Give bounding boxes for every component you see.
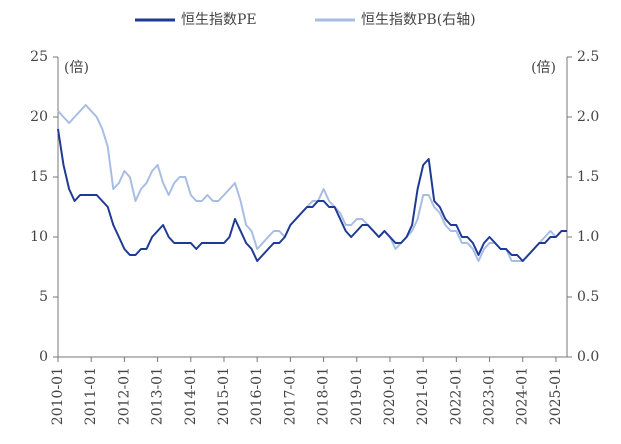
- y2-tick-label: 0.0: [577, 349, 599, 365]
- y2-tick-label: 1.0: [577, 229, 599, 245]
- x-tick-label: 2015-01: [216, 367, 232, 425]
- x-tick-label: 2012-01: [116, 367, 132, 425]
- x-tick-label: 2016-01: [249, 367, 265, 425]
- x-tick-label: 2014-01: [183, 367, 199, 425]
- y-tick-label: 25: [30, 49, 48, 65]
- legend-label: 恒生指数PB(右轴): [361, 12, 476, 28]
- y-tick-label: 0: [39, 349, 48, 365]
- left-unit: (倍): [64, 60, 89, 76]
- x-tick-label: 2017-01: [282, 367, 298, 425]
- y2-tick-label: 0.5: [577, 289, 599, 305]
- x-tick-label: 2019-01: [349, 367, 365, 425]
- x-tick-label: 2013-01: [150, 367, 166, 425]
- x-tick-label: 2023-01: [482, 367, 498, 425]
- x-tick-label: 2022-01: [448, 367, 464, 425]
- y2-tick-label: 1.5: [577, 169, 599, 185]
- series-line: [57, 128, 567, 262]
- y-tick-label: 20: [30, 109, 48, 125]
- series-line: [57, 104, 567, 262]
- y2-tick-label: 2.0: [577, 109, 599, 125]
- x-tick-label: 2021-01: [415, 367, 431, 425]
- legend-label: 恒生指数PE: [181, 12, 257, 28]
- x-tick-label: 2025-01: [548, 367, 564, 425]
- x-tick-label: 2018-01: [316, 367, 332, 425]
- x-tick-label: 2024-01: [515, 367, 531, 425]
- x-tick-label: 2010-01: [50, 367, 66, 425]
- y-tick-label: 15: [30, 169, 48, 185]
- y-tick-label: 10: [30, 229, 48, 245]
- x-tick-label: 2011-01: [83, 367, 99, 425]
- right-unit: (倍): [531, 60, 556, 76]
- x-tick-label: 2020-01: [382, 367, 398, 425]
- y2-tick-label: 2.5: [577, 49, 599, 65]
- y-tick-label: 5: [39, 289, 48, 305]
